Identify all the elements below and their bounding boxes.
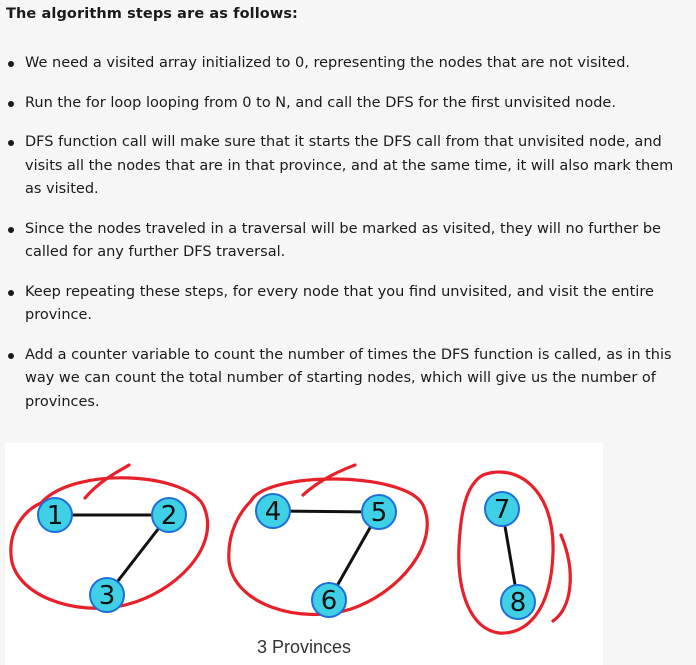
list-item: Add a counter variable to count the numb… <box>0 344 696 415</box>
steps-list: We need a visited array initialized to 0… <box>0 52 696 430</box>
list-item: Since the nodes traveled in a traversal … <box>0 218 696 265</box>
province-3-stroke <box>551 533 572 623</box>
section-heading: The algorithm steps are as follows: <box>6 6 298 22</box>
node-4 <box>255 493 291 529</box>
figure-caption: 3 Provinces <box>256 637 352 657</box>
node-1 <box>37 497 73 533</box>
node-3 <box>89 577 125 613</box>
province-3-outline <box>457 470 555 635</box>
node-8 <box>500 584 536 620</box>
node-label-4: 4 <box>265 497 282 527</box>
node-label-3: 3 <box>99 581 116 611</box>
node-label-7: 7 <box>494 495 511 525</box>
province-1-stroke <box>83 463 131 500</box>
list-item: DFS function call will make sure that it… <box>0 131 696 202</box>
province-2-outline <box>227 477 429 617</box>
node-5 <box>361 494 397 530</box>
provinces-figure: 1 2 3 4 5 6 7 8 3 Provinces <box>5 443 603 665</box>
node-label-5: 5 <box>371 498 388 528</box>
node-label-6: 6 <box>321 586 338 616</box>
list-item: Run the for loop looping from 0 to N, an… <box>0 92 696 116</box>
node-2 <box>151 497 187 533</box>
node-label-8: 8 <box>510 588 527 618</box>
provinces-graph: 1 2 3 4 5 6 7 8 <box>9 463 572 635</box>
list-item: Keep repeating these steps, for every no… <box>0 281 696 328</box>
province-2-stroke <box>301 463 357 497</box>
node-6 <box>311 582 347 618</box>
province-1-outline <box>9 476 210 610</box>
node-label-2: 2 <box>161 501 178 531</box>
node-label-1: 1 <box>47 501 64 531</box>
node-7 <box>484 491 520 527</box>
list-item: We need a visited array initialized to 0… <box>0 52 696 76</box>
